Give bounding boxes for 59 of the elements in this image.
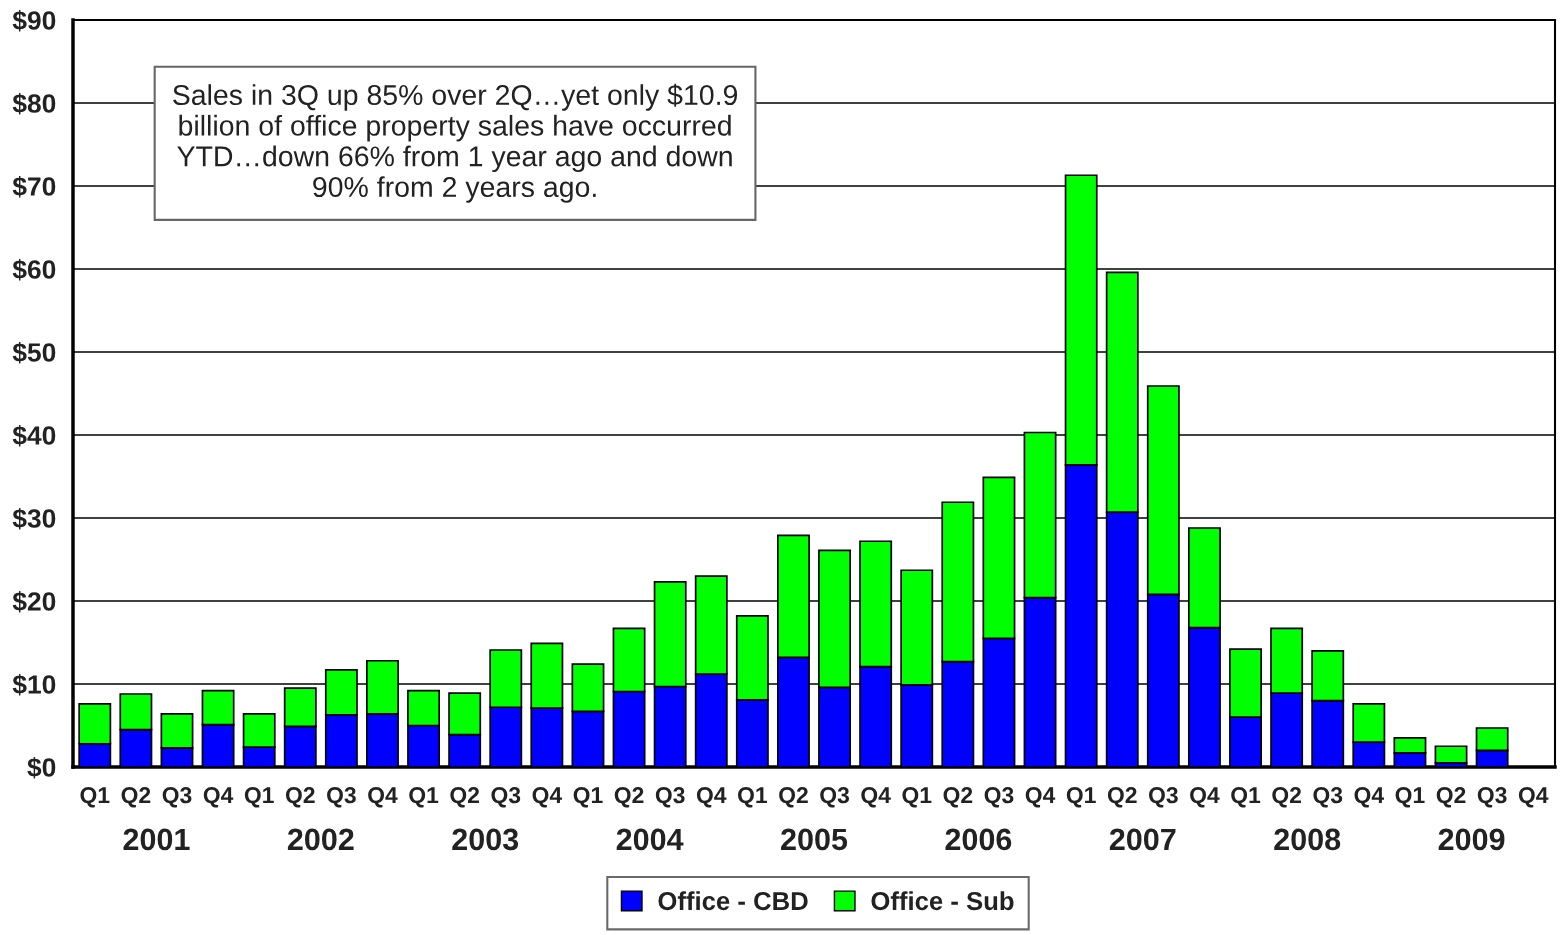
y-tick-label: $50 — [12, 341, 56, 364]
x-tick-label: Q2 — [779, 787, 808, 808]
x-tick-label: Q1 — [1066, 787, 1096, 808]
text: 2004 — [616, 828, 684, 851]
y-tick-label: $70 — [12, 175, 56, 198]
x-tick-label: Q2 — [1107, 787, 1137, 808]
text: 2006 — [945, 828, 1012, 851]
x-tick-label: Q2 — [1272, 787, 1301, 808]
annotation: Sales in 3Q up 85% over 2Q…yet only $10.9 billion of office property sales have occurred YTD…down 66% from 1 year ago and down 90% from 2 years ago. — [173, 83, 738, 203]
text: 2009 — [1438, 828, 1505, 851]
x-tick-label: Q4 — [203, 787, 234, 808]
x-tick-label: Q3 — [1148, 787, 1178, 808]
x-tick-label: Q3 — [984, 787, 1014, 808]
x-tick-label: Q3 — [820, 787, 850, 808]
x-tick-label: Q4 — [532, 787, 563, 808]
text: 2002 — [287, 828, 354, 851]
x-tick-label: Q1 — [1395, 787, 1425, 808]
bar — [1434, 745, 1468, 764]
x-tick-label: Q2 — [614, 787, 644, 808]
text: 2005 — [781, 828, 848, 851]
x-tick-label: Q4 — [368, 787, 398, 808]
x-tick-label: Q3 — [1477, 787, 1507, 808]
x-tick-label: Q1 — [244, 787, 274, 808]
legend-label: Office - CBD — [658, 891, 808, 911]
y-tick-label: $80 — [12, 92, 56, 115]
x-tick-label: Q4 — [1354, 787, 1384, 808]
y-tick-label: $30 — [12, 507, 56, 530]
y-tick-label: $90 — [12, 9, 56, 32]
x-tick-label: Q1 — [902, 787, 932, 808]
x-tick-label: Q2 — [1436, 787, 1466, 808]
x-tick-label: Q2 — [121, 787, 151, 808]
x-tick-label: Q2 — [450, 787, 480, 808]
x-tick-label: Q2 — [285, 787, 315, 808]
x-tick-label: Q3 — [327, 787, 356, 808]
y-tick-label: $0 — [27, 756, 56, 779]
y-tick-label: $40 — [12, 424, 56, 447]
x-tick-label: Q4 — [1025, 787, 1056, 808]
x-tick-label: Q1 — [409, 787, 439, 808]
x-tick-label: Q4 — [1518, 787, 1549, 808]
x-tick-label: Q4 — [1190, 787, 1220, 808]
text: 2008 — [1274, 828, 1341, 851]
legend-label: Office - Sub — [871, 891, 1014, 911]
x-tick-label: Q4 — [861, 787, 891, 808]
y-tick-label: $20 — [12, 590, 56, 613]
x-tick-label: Q4 — [696, 787, 727, 808]
x-tick-label: Q3 — [655, 787, 685, 808]
x-tick-label: Q1 — [573, 787, 603, 808]
y-tick-label: $10 — [12, 673, 56, 696]
text: 2007 — [1109, 828, 1176, 851]
x-tick-label: Q1 — [1231, 787, 1261, 808]
text: 2003 — [452, 828, 519, 851]
text: 2001 — [123, 828, 190, 851]
y-tick-label: $60 — [12, 258, 56, 281]
x-tick-label: Q2 — [943, 787, 973, 808]
x-tick-label: Q3 — [491, 787, 521, 808]
x-tick-label: Q1 — [738, 787, 767, 808]
x-tick-label: Q1 — [80, 787, 110, 808]
x-tick-label: Q3 — [162, 787, 192, 808]
x-tick-label: Q3 — [1313, 787, 1343, 808]
